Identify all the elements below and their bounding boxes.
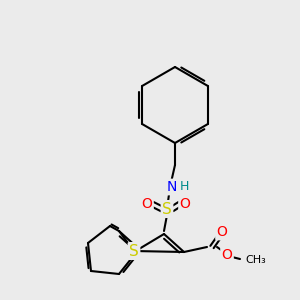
Text: S: S xyxy=(129,244,139,259)
Text: CH₃: CH₃ xyxy=(245,255,266,265)
Text: N: N xyxy=(167,180,177,194)
Text: O: O xyxy=(142,197,152,211)
Text: O: O xyxy=(222,248,232,262)
Text: H: H xyxy=(179,179,189,193)
Text: O: O xyxy=(180,197,190,211)
Text: O: O xyxy=(217,225,227,239)
Text: S: S xyxy=(162,202,172,217)
